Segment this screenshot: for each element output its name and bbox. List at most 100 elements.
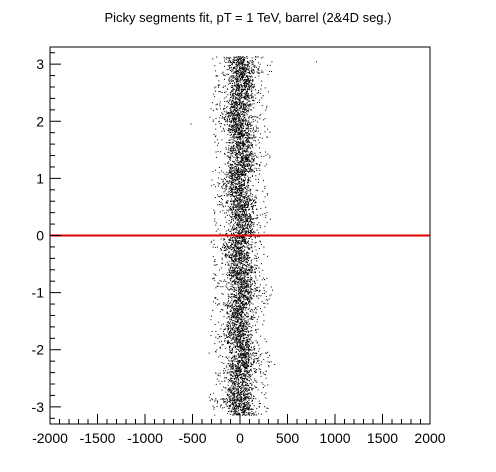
scatter-point bbox=[241, 270, 243, 272]
scatter-point bbox=[247, 343, 248, 345]
scatter-point bbox=[261, 361, 263, 363]
scatter-point bbox=[230, 350, 231, 352]
scatter-point bbox=[226, 377, 227, 379]
scatter-point bbox=[258, 73, 260, 74]
scatter-point bbox=[248, 240, 249, 242]
scatter-point bbox=[268, 365, 270, 367]
scatter-point bbox=[235, 205, 237, 207]
scatter-point bbox=[244, 69, 246, 71]
scatter-point bbox=[236, 145, 238, 147]
scatter-point bbox=[246, 148, 248, 150]
scatter-point bbox=[225, 230, 227, 232]
scatter-point bbox=[231, 364, 233, 366]
scatter-point bbox=[229, 225, 231, 227]
scatter-point bbox=[246, 337, 248, 339]
scatter-point bbox=[226, 307, 228, 309]
scatter-point bbox=[235, 237, 237, 239]
scatter-point bbox=[236, 187, 238, 189]
scatter-point bbox=[239, 63, 241, 65]
scatter-point bbox=[236, 114, 238, 116]
scatter-point bbox=[226, 121, 228, 123]
scatter-point bbox=[222, 344, 224, 346]
scatter-point bbox=[246, 297, 247, 299]
scatter-point bbox=[252, 161, 254, 163]
scatter-point bbox=[241, 106, 242, 107]
scatter-point bbox=[230, 326, 232, 328]
scatter-point bbox=[240, 285, 242, 287]
scatter-point bbox=[223, 316, 225, 318]
scatter-point bbox=[226, 398, 228, 399]
scatter-point bbox=[247, 123, 248, 125]
scatter-point bbox=[232, 226, 234, 228]
scatter-point bbox=[233, 320, 235, 321]
scatter-point bbox=[244, 246, 246, 248]
scatter-point bbox=[241, 77, 243, 79]
scatter-point bbox=[233, 112, 235, 114]
scatter-point bbox=[255, 163, 257, 165]
scatter-point bbox=[234, 169, 236, 171]
scatter-point bbox=[252, 135, 254, 137]
scatter-point bbox=[236, 194, 238, 196]
scatter-point bbox=[264, 186, 266, 187]
scatter-point bbox=[232, 173, 234, 175]
scatter-point bbox=[224, 117, 226, 119]
scatter-point bbox=[246, 243, 247, 245]
scatter-point bbox=[236, 337, 238, 339]
scatter-point bbox=[247, 203, 249, 205]
scatter-point bbox=[215, 399, 217, 401]
scatter-point bbox=[247, 81, 249, 83]
scatter-point bbox=[239, 67, 241, 69]
scatter-point bbox=[247, 146, 249, 148]
scatter-point bbox=[238, 185, 240, 187]
scatter-point bbox=[245, 194, 247, 196]
scatter-point bbox=[245, 366, 247, 368]
scatter-point bbox=[236, 98, 238, 100]
scatter-point bbox=[231, 364, 233, 365]
scatter-point bbox=[250, 109, 252, 111]
scatter-point bbox=[241, 309, 243, 311]
scatter-point bbox=[232, 60, 234, 62]
scatter-point bbox=[243, 241, 245, 243]
scatter-point bbox=[225, 401, 227, 403]
scatter-point bbox=[241, 243, 243, 245]
scatter-point bbox=[259, 368, 261, 370]
scatter-point bbox=[232, 187, 234, 189]
scatter-point bbox=[237, 354, 239, 356]
scatter-point bbox=[246, 320, 248, 322]
scatter-point bbox=[250, 231, 252, 232]
scatter-point bbox=[250, 266, 252, 268]
scatter-point bbox=[250, 297, 252, 299]
scatter-point bbox=[219, 204, 220, 206]
scatter-point bbox=[228, 128, 230, 130]
scatter-point bbox=[236, 411, 238, 413]
scatter-point bbox=[242, 101, 244, 102]
scatter-point bbox=[228, 121, 230, 123]
scatter-point bbox=[251, 413, 253, 415]
scatter-point bbox=[236, 247, 238, 249]
scatter-point bbox=[235, 280, 237, 282]
scatter-point bbox=[225, 96, 227, 98]
scatter-point bbox=[228, 79, 229, 81]
scatter-point bbox=[237, 387, 239, 389]
scatter-point bbox=[250, 271, 252, 273]
scatter-point bbox=[246, 153, 248, 155]
scatter-point bbox=[237, 314, 238, 315]
scatter-point bbox=[237, 399, 239, 401]
scatter-point bbox=[245, 409, 247, 411]
scatter-point bbox=[251, 267, 253, 269]
scatter-point bbox=[240, 58, 242, 60]
scatter-point bbox=[239, 373, 241, 375]
scatter-point bbox=[234, 239, 236, 241]
scatter-point bbox=[238, 237, 240, 239]
scatter-point bbox=[230, 263, 232, 265]
scatter-point bbox=[233, 272, 235, 274]
scatter-point bbox=[235, 299, 237, 301]
scatter-point bbox=[219, 372, 221, 374]
scatter-point bbox=[265, 151, 266, 153]
scatter-point bbox=[235, 309, 237, 311]
scatter-point bbox=[260, 413, 262, 415]
scatter-point bbox=[211, 179, 213, 181]
scatter-point bbox=[228, 117, 230, 119]
scatter-point bbox=[236, 86, 238, 88]
scatter-point bbox=[231, 411, 233, 413]
